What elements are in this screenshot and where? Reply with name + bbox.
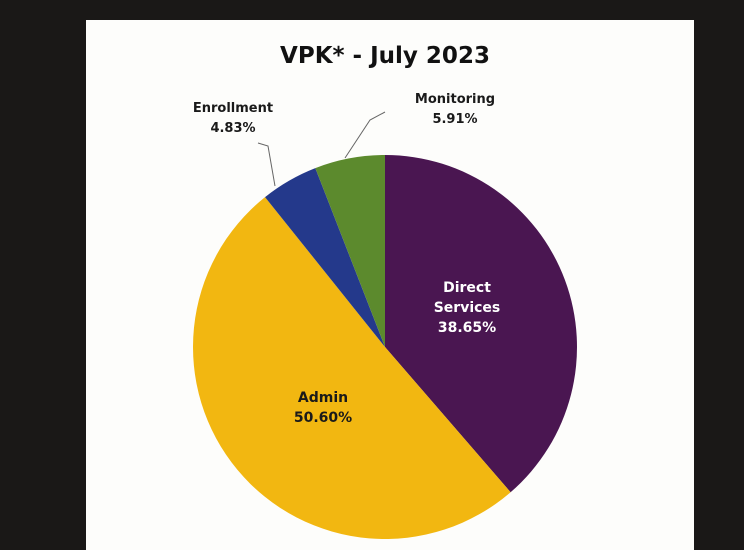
- slice-label: Direct Services 38.65%: [422, 278, 512, 338]
- chart-title: VPK* - July 2023: [280, 43, 490, 69]
- pie-slice: [315, 155, 385, 347]
- leader-line: [257, 142, 276, 187]
- value-label: 4.83%: [210, 121, 256, 136]
- slice-label: Admin 50.60%: [278, 388, 368, 428]
- slice-label: Monitoring 5.91%: [400, 90, 510, 130]
- pie-slice: [193, 197, 511, 539]
- category-label: Monitoring: [414, 92, 496, 107]
- pie-slice: [265, 168, 385, 347]
- pie-slice: [385, 155, 577, 493]
- value-label: 5.91%: [432, 112, 478, 127]
- category-label: Enrollment: [192, 101, 274, 116]
- category-label: Direct Services: [433, 280, 501, 316]
- category-label: Admin: [297, 390, 349, 406]
- value-label: 50.60%: [293, 410, 353, 426]
- leader-line: [344, 111, 386, 159]
- slice-label: Enrollment 4.83%: [178, 99, 288, 139]
- value-label: 38.65%: [437, 320, 497, 336]
